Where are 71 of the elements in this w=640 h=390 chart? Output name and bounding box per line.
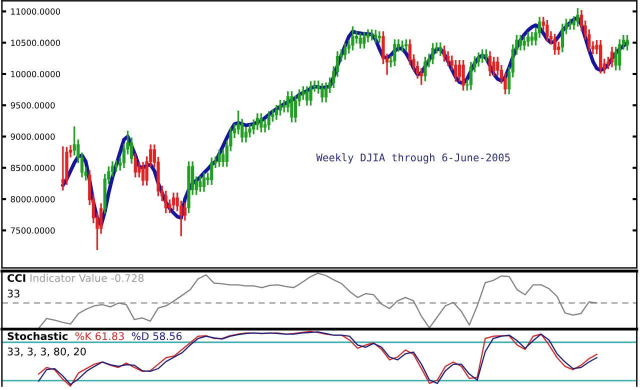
candlestick	[222, 149, 225, 167]
candlestick	[305, 86, 309, 106]
candlestick	[530, 32, 534, 46]
candlestick	[526, 32, 530, 47]
candlestick	[400, 40, 404, 52]
candlestick	[557, 42, 560, 55]
candlestick	[370, 29, 374, 40]
annotation: Weekly DJIA through 6-June-2005	[316, 153, 510, 164]
candlestick	[309, 81, 312, 106]
candlestick	[141, 162, 145, 186]
candlestick	[404, 39, 408, 52]
y-tick-label: 9500.0000	[10, 102, 55, 109]
candlestick	[599, 40, 602, 74]
series-label: %D 58.56	[132, 332, 182, 340]
y-tick-label: 9000.0000	[10, 134, 55, 140]
candlestick	[256, 113, 259, 130]
candlestick	[72, 126, 76, 156]
candlestick	[282, 100, 286, 112]
candlestick	[374, 30, 378, 43]
annotation: 33, 3, 3, 80, 20	[8, 348, 86, 357]
candlestick	[431, 43, 434, 64]
candlestick	[553, 34, 556, 55]
candlestick	[424, 56, 427, 82]
candlestick	[260, 113, 263, 132]
candlestick	[210, 158, 214, 185]
candlestick	[134, 153, 137, 178]
candlestick	[202, 172, 206, 192]
candlestick	[480, 49, 484, 63]
candlestick	[378, 31, 381, 43]
text: 33	[8, 290, 20, 298]
candlestick	[484, 49, 488, 62]
candlestick	[172, 192, 176, 210]
chart-title: Stochastic	[8, 332, 68, 340]
candlestick	[568, 18, 572, 30]
candlestick	[488, 51, 492, 76]
y-tick-label: 10500.0000	[11, 40, 60, 46]
chart-subtitle: Indicator Value -0.728	[30, 274, 144, 282]
candlestick	[267, 111, 270, 130]
candlestick	[522, 36, 526, 50]
y-tick-label: 7500.0000	[10, 227, 55, 234]
y-tick-label: 8000.0000	[10, 196, 55, 202]
candlestick	[442, 46, 446, 62]
candlestick	[138, 162, 141, 178]
y-tick-label: 10000.0000	[11, 70, 60, 78]
candlestick	[393, 39, 396, 66]
y-tick-label: 11000.0000	[11, 8, 60, 15]
candlestick	[610, 46, 614, 68]
candlestick	[236, 110, 240, 134]
candlestick	[458, 60, 462, 82]
candlestick	[320, 83, 324, 102]
candlestick	[183, 202, 187, 221]
candlestick	[518, 34, 522, 50]
candlestick	[218, 149, 221, 167]
candlestick	[198, 176, 202, 192]
candlestick	[351, 26, 354, 50]
chart-title: CCI	[8, 274, 26, 282]
candlestick	[626, 34, 629, 50]
y-tick-label: 8500.0000	[10, 164, 55, 172]
candlestick	[546, 20, 549, 42]
candlestick	[344, 43, 347, 60]
candlestick	[492, 56, 496, 76]
candlestick	[618, 39, 622, 70]
candlestick	[614, 46, 618, 70]
candlestick	[244, 126, 248, 142]
candlestick	[576, 8, 580, 27]
candlestick	[362, 32, 366, 49]
text: %K 61.83	[75, 332, 124, 340]
candlestick	[61, 146, 64, 191]
candlestick	[462, 60, 465, 90]
candlestick	[290, 91, 294, 122]
candlestick	[358, 33, 362, 49]
